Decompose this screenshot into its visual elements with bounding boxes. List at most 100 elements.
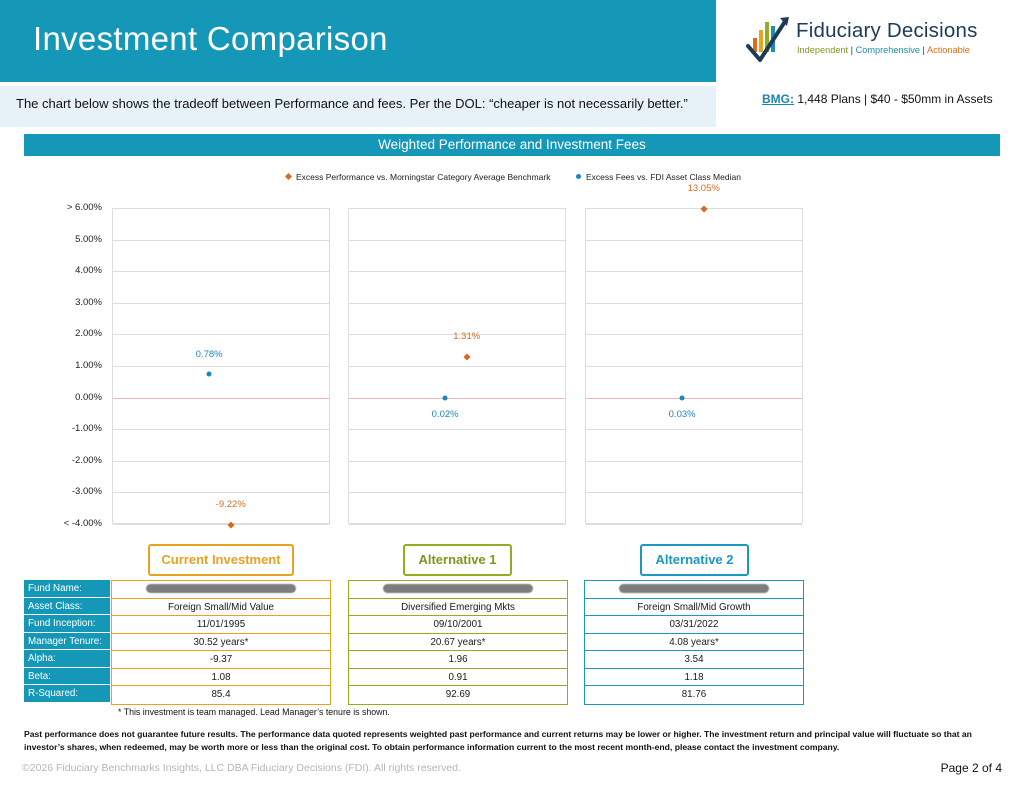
grid-line [586, 208, 802, 209]
logo-tag-comprehensive: Comprehensive [855, 45, 920, 55]
fee-point [206, 371, 212, 377]
bmg-label[interactable]: BMG: [762, 92, 794, 106]
option-header-alt2: Alternative 2 [640, 544, 749, 576]
label-fund-name: Fund Name: [24, 580, 110, 598]
performance-point [463, 353, 471, 361]
chart-panel-current: 0.78% -9.22% [112, 208, 330, 529]
label-manager-tenure: Manager Tenure: [24, 632, 110, 650]
grid-line [349, 366, 565, 367]
grid-line [586, 429, 802, 431]
label-asset-class: Asset Class: [24, 597, 110, 615]
redaction-bar [146, 584, 296, 593]
y-tick-label: 5.00% [75, 233, 102, 245]
asset-class-value: Foreign Small/Mid Value [112, 599, 330, 616]
tenure-value: 20.67 years* [349, 634, 567, 651]
fund-name-redacted [112, 581, 330, 599]
legend-label: Excess Fees vs. FDI Asset Class Median [586, 172, 741, 182]
grid-line [349, 208, 565, 209]
grid-line [586, 271, 802, 273]
performance-label: -9.22% [215, 499, 246, 510]
tenure-value: 30.52 years* [112, 634, 330, 651]
grid-line [349, 492, 565, 494]
company-logo: Fiduciary Decisions Independent | Compre… [746, 14, 1006, 70]
zero-line [113, 397, 329, 400]
page-title: Investment Comparison [33, 20, 388, 57]
copyright-text: ©2026 Fiduciary Benchmarks Insights, LLC… [22, 762, 461, 774]
grid-line [113, 366, 329, 367]
grid-line [113, 271, 329, 273]
y-tick-label: > 6.00% [66, 202, 102, 213]
grid-line [113, 460, 329, 462]
disclaimer-text: Past performance does not guarantee futu… [24, 729, 972, 752]
subtitle-text: The chart below shows the tradeoff betwe… [16, 96, 688, 111]
y-tick-label: -1.00% [71, 423, 102, 435]
logo-tag-actionable: Actionable [926, 45, 970, 55]
grid-line [113, 524, 329, 525]
inception-value: 09/10/2001 [349, 616, 567, 634]
inception-value: 11/01/1995 [112, 616, 330, 634]
zero-line [586, 397, 802, 400]
y-tick-label: 4.00% [75, 265, 102, 277]
logo-tag-sep: | [922, 45, 925, 55]
subtitle-bar: The chart below shows the tradeoff betwe… [0, 86, 716, 127]
inception-value: 03/31/2022 [585, 616, 803, 634]
y-tick-label: < -4.00% [63, 518, 102, 529]
beta-value: 1.08 [112, 669, 330, 686]
redaction-bar [619, 584, 769, 593]
fee-label: 0.02% [431, 408, 459, 420]
label-r-squared: R-Squared: [24, 685, 110, 703]
grid-line [586, 239, 802, 241]
legend-item-fees: Excess Fees vs. FDI Asset Class Median [576, 172, 741, 182]
grid-line [586, 460, 802, 462]
beta-value: 0.91 [349, 669, 567, 686]
y-tick-label: 3.00% [75, 296, 102, 308]
header-banner: Investment Comparison [0, 0, 716, 82]
tenure-footnote: * This investment is team managed. Lead … [118, 707, 390, 717]
grid-line [113, 302, 329, 304]
alpha-value: -9.37 [112, 651, 330, 669]
performance-label: 13.05% [687, 183, 720, 194]
logo-name: Fiduciary Decisions [796, 19, 978, 42]
label-alpha: Alpha: [24, 650, 110, 668]
grid-line [113, 429, 329, 431]
logo-chart-icon [746, 17, 789, 62]
grid-line [586, 334, 802, 336]
performance-point [227, 521, 235, 529]
y-tick-label: 2.00% [75, 328, 102, 340]
y-tick-label: 1.00% [75, 360, 102, 371]
fund-name-redacted [349, 581, 567, 599]
data-column-current: Foreign Small/Mid Value 11/01/1995 30.52… [111, 580, 331, 705]
chart-panel-alt1: 0.02% 1.31% [348, 208, 566, 525]
legend-item-performance: Excess Performance vs. Morningstar Categ… [284, 172, 551, 182]
grid-line [113, 239, 329, 241]
legend-label: Excess Performance vs. Morningstar Categ… [296, 172, 551, 182]
asset-class-value: Diversified Emerging Mkts [349, 599, 567, 616]
tenure-value: 4.08 years* [585, 634, 803, 651]
grid-line [586, 366, 802, 367]
grid-line [349, 460, 565, 462]
grid-line [113, 208, 329, 209]
grid-line [586, 302, 802, 304]
grid-line [586, 524, 802, 525]
r-squared-value: 92.69 [445, 689, 471, 700]
label-beta: Beta: [24, 667, 110, 685]
bmg-info: BMG: 1,448 Plans | $40 - $50mm in Assets [762, 90, 1002, 108]
page-number: Page 2 of 4 [940, 761, 1002, 775]
option-header-alt1: Alternative 1 [403, 544, 512, 576]
grid-line [113, 492, 329, 494]
grid-line [113, 334, 329, 336]
redaction-bar [383, 584, 533, 593]
grid-line [349, 429, 565, 431]
grid-line [349, 271, 565, 273]
fee-point [679, 395, 685, 401]
row-labels: Fund Name: Asset Class: Fund Inception: … [24, 580, 110, 703]
asset-class-value: Foreign Small/Mid Growth [585, 599, 803, 616]
option-header-current: Current Investment [148, 544, 294, 576]
chart-title-band: Weighted Performance and Investment Fees [24, 134, 1000, 156]
circle-icon [576, 174, 581, 179]
zero-line [349, 397, 565, 400]
fund-name-redacted [585, 581, 803, 599]
label-fund-inception: Fund Inception: [24, 615, 110, 633]
logo-tagline: Independent | Comprehensive | Actionable [797, 45, 970, 55]
grid-line [349, 334, 565, 336]
